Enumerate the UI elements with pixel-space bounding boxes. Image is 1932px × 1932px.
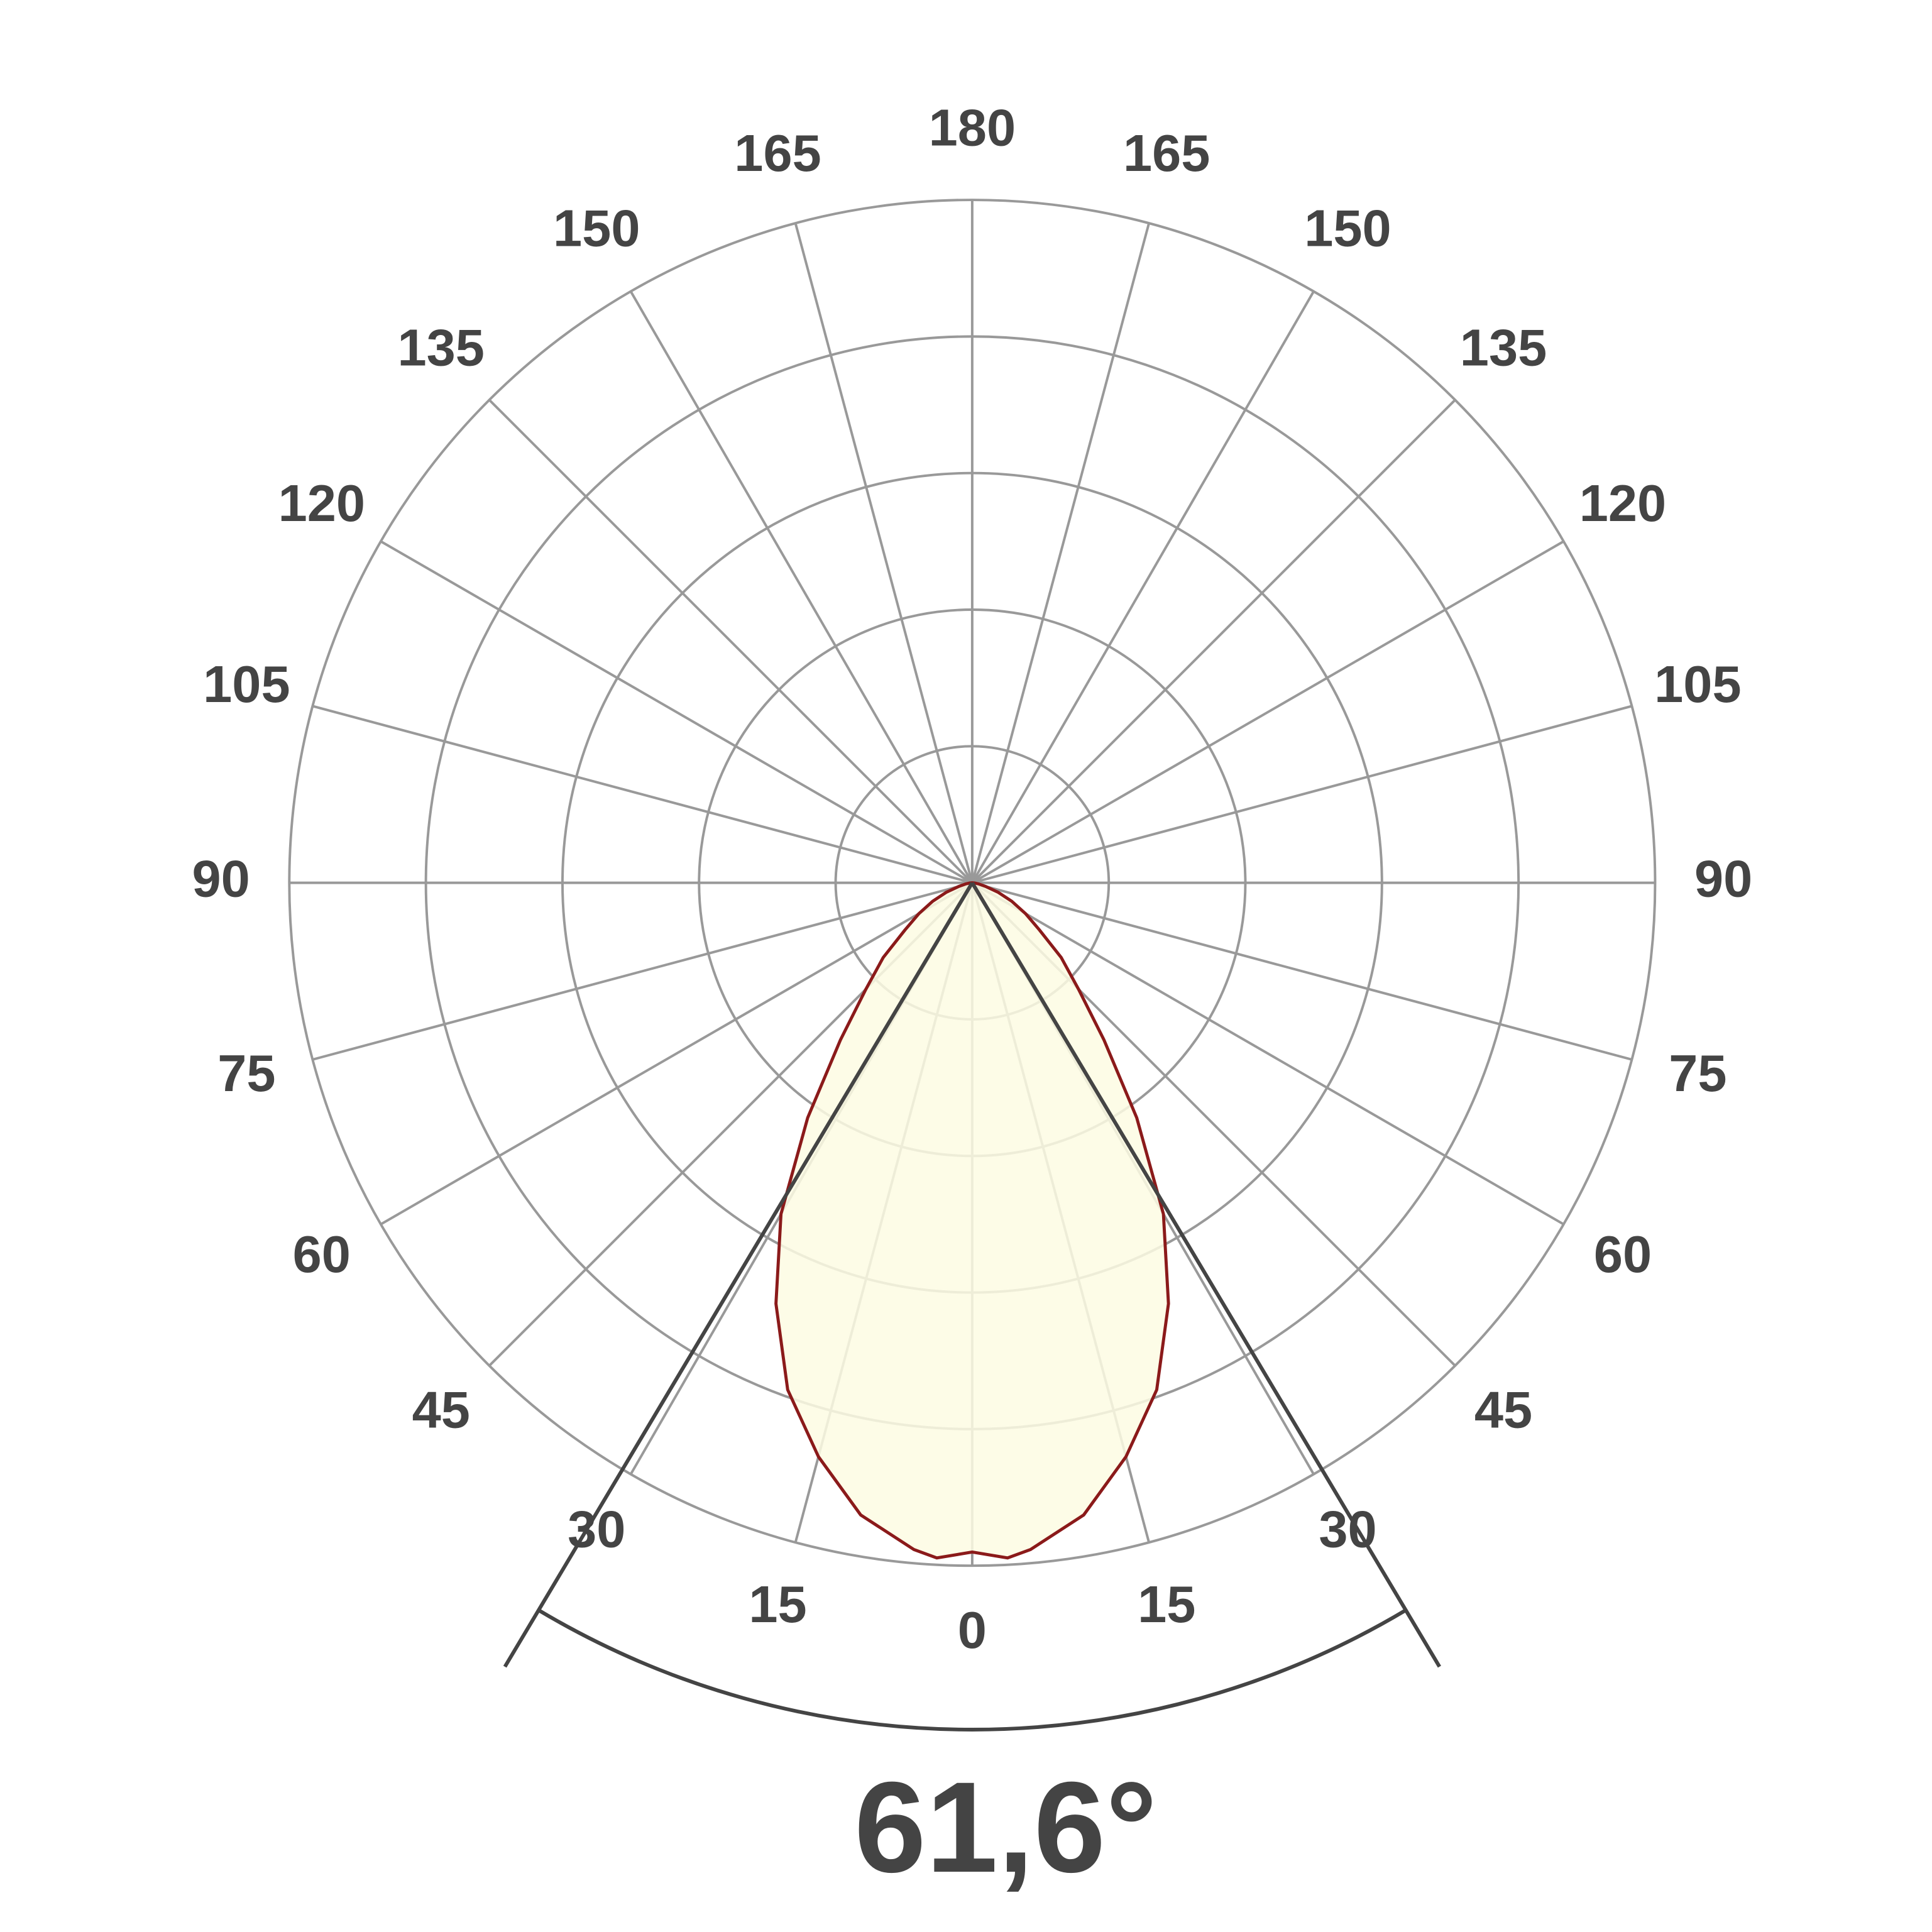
spoke: [971, 290, 1315, 884]
angle-label: 165: [734, 124, 821, 182]
spoke: [971, 881, 1564, 1226]
angle-label: 30: [1319, 1500, 1376, 1559]
angle-label: 60: [1594, 1225, 1652, 1283]
beam-edge: [970, 882, 1441, 1668]
angle-label: 135: [398, 318, 485, 376]
angle-label: 45: [1474, 1381, 1532, 1439]
angle-label: 105: [1654, 655, 1741, 713]
angle-label: 90: [192, 850, 250, 908]
curve-layer: [774, 881, 1170, 1560]
angle-label: 75: [1669, 1044, 1726, 1102]
spoke: [972, 881, 1632, 1061]
spoke: [971, 398, 1456, 884]
spoke: [629, 290, 974, 884]
spoke: [970, 222, 1151, 884]
beam-arc: [537, 1608, 1407, 1732]
intensity-curve: [774, 881, 1170, 1560]
beam-edge: [503, 882, 974, 1668]
angle-label: 120: [1579, 474, 1666, 532]
angle-label: 45: [412, 1381, 470, 1439]
angle-label: 135: [1460, 318, 1547, 376]
angle-label: 15: [749, 1575, 806, 1633]
spoke: [794, 222, 974, 884]
angle-label: 105: [203, 655, 290, 713]
angle-label: 0: [958, 1601, 987, 1659]
spoke: [488, 398, 974, 884]
labels: 0 15 30 45 60 75 90 105 120 135 150 165 180 15 30 45 60 7…: [192, 98, 1753, 1899]
spoke: [312, 705, 973, 884]
angle-label: 60: [293, 1225, 351, 1283]
angle-label: 30: [568, 1500, 625, 1559]
spoke: [380, 881, 973, 1226]
angle-label: 15: [1138, 1575, 1195, 1633]
angle-label: 150: [1304, 199, 1391, 257]
angle-label: 150: [553, 199, 640, 257]
spoke: [972, 705, 1632, 884]
angle-label: 120: [278, 474, 365, 532]
beam-layer: [503, 882, 1441, 1732]
angle-label: 90: [1694, 850, 1752, 908]
angle-label: 180: [929, 98, 1016, 156]
spoke: [312, 881, 973, 1061]
angle-label: 75: [217, 1044, 275, 1102]
angle-label: 165: [1123, 124, 1210, 182]
spoke: [971, 540, 1564, 884]
beam-angle-label: 61,6°: [854, 1755, 1157, 1899]
spoke: [380, 540, 973, 884]
